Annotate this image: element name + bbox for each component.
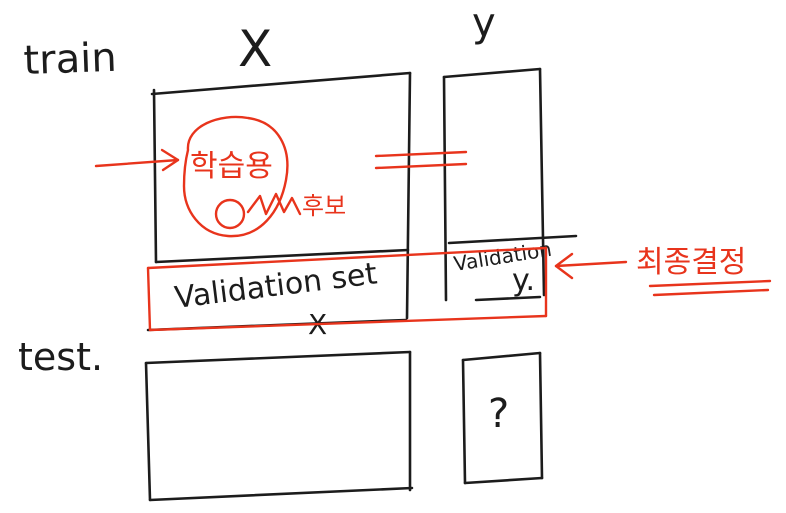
test-label: test. — [18, 335, 103, 379]
final-decision-underline — [648, 279, 772, 288]
train-y-box — [442, 67, 546, 302]
validation-y-underline — [447, 234, 578, 245]
question-mark: ? — [488, 391, 509, 437]
training-circle — [182, 115, 289, 238]
y-header: y — [472, 0, 496, 46]
training-use-label: 학습용 — [190, 149, 273, 184]
test-x-box — [144, 350, 414, 502]
candidate-scribble — [246, 192, 302, 216]
equals-link — [374, 150, 468, 170]
candidates-label: 후보 — [302, 192, 346, 220]
final-decision-underline-2 — [652, 288, 770, 297]
validation-y-label: y. — [512, 263, 535, 298]
training-arrow — [94, 148, 180, 172]
final-decision-arrow — [554, 252, 628, 280]
validation-highlight-box — [146, 246, 548, 332]
final-decision-label: 최종결정 — [636, 245, 746, 280]
test-y-box — [461, 351, 544, 485]
validation-y-scribble — [474, 295, 542, 302]
x-header: X — [238, 20, 272, 78]
train-label: train — [23, 35, 118, 84]
candidate-circle — [214, 198, 246, 230]
